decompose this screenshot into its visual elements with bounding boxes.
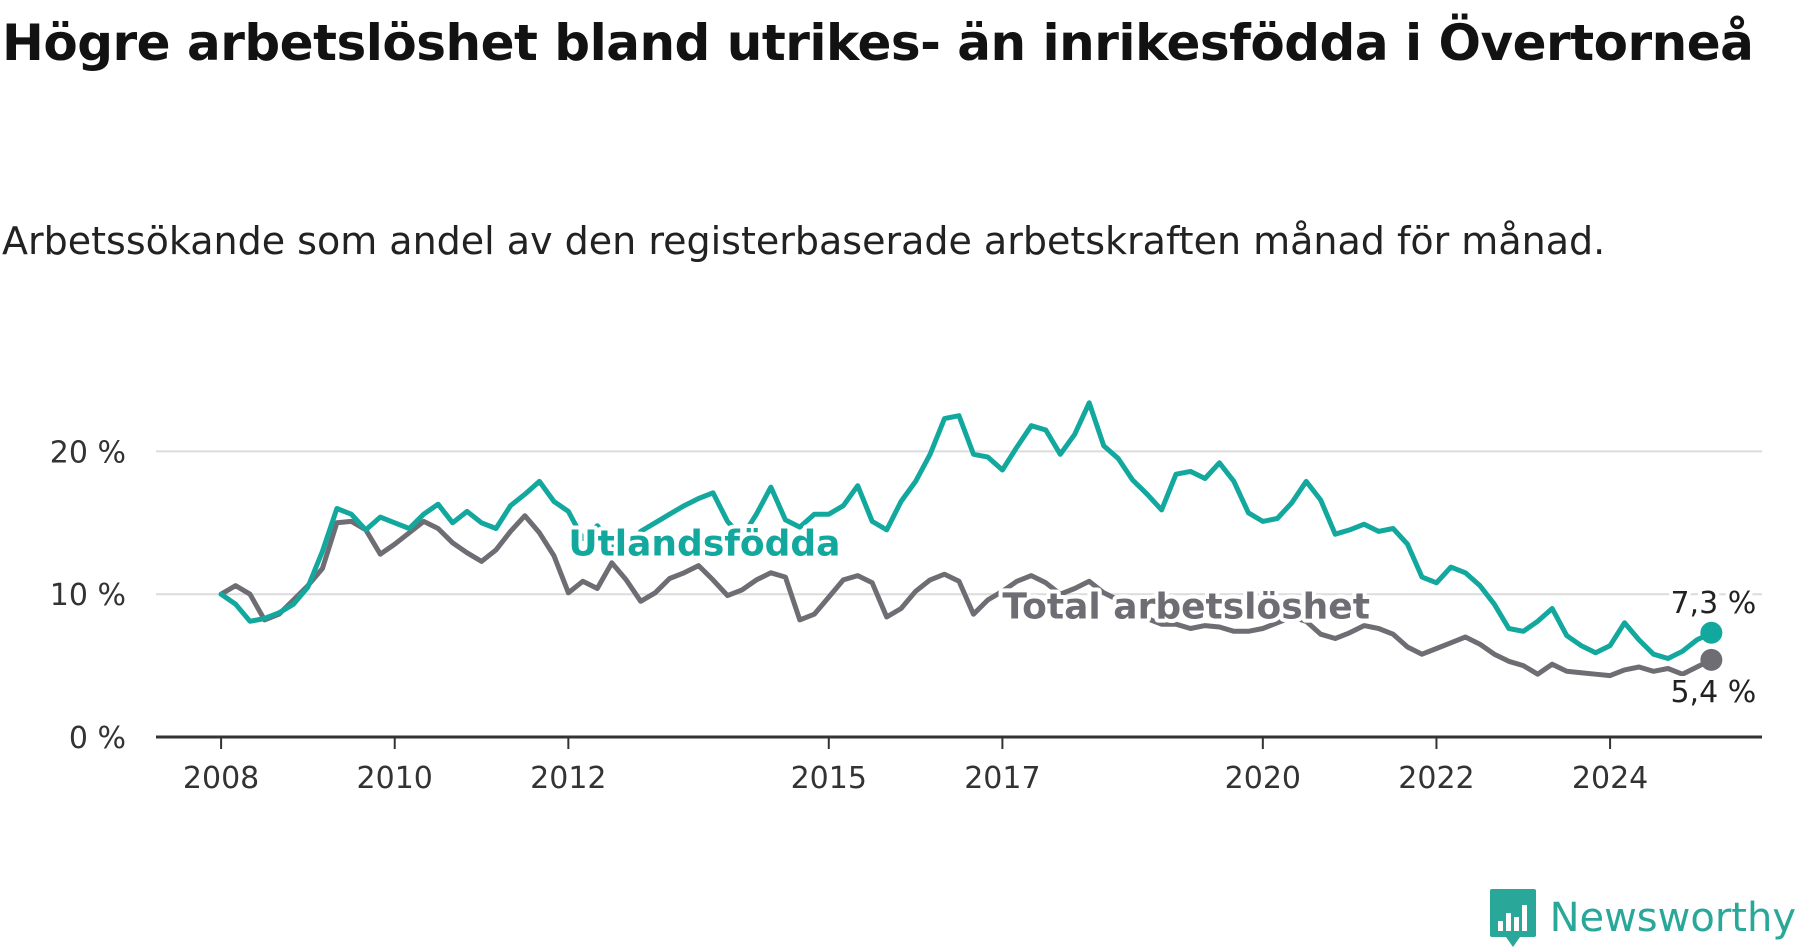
x-tick-label: 2017 (964, 761, 1040, 796)
x-tick-label: 2024 (1572, 761, 1648, 796)
axes: 0 % 10 % 20 % 2008 2010 2012 2015 2017 2020 2022 2… (50, 435, 1762, 796)
y-tick-label: 20 % (50, 435, 126, 470)
series-label-utlandsfodda: Utlandsfödda (568, 524, 840, 565)
end-point-marker (1700, 621, 1723, 644)
x-tick-label: 2010 (357, 761, 433, 796)
series-lines (218, 400, 1723, 679)
chart-subtitle: Arbetssökande som andel av den registerb… (2, 219, 1606, 263)
grid-lines (156, 450, 1762, 596)
newsworthy-logo: Newsworthy (1488, 888, 1796, 948)
x-tick-label: 2008 (183, 761, 259, 796)
x-tick-label: 2015 (791, 761, 867, 796)
end-value-label-total: 5,4 % (1670, 675, 1756, 710)
series-label-total: Total arbetslöshet (1002, 586, 1370, 627)
series-line-total (218, 513, 1714, 679)
x-tick-label: 2012 (530, 761, 606, 796)
end-point-marker (1700, 648, 1723, 671)
series-labels: Utlandsfödda Total arbetslöshet 7,3 % 5,4 % (564, 520, 1760, 714)
bar-chart-badge-icon (1489, 889, 1536, 947)
brand-name: Newsworthy (1549, 895, 1796, 941)
series-line-utlandsfodda (218, 400, 1714, 661)
x-tick-label: 2022 (1398, 761, 1474, 796)
end-value-label-utlandsfodda: 7,3 % (1670, 586, 1756, 621)
chart-title: Högre arbetslöshet bland utrikes- än inr… (2, 14, 1754, 72)
y-tick-label: 0 % (69, 721, 126, 756)
x-tick-label: 2020 (1225, 761, 1301, 796)
y-tick-label: 10 % (50, 578, 126, 613)
